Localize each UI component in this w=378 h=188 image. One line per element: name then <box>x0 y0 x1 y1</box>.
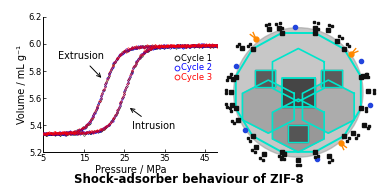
Y-axis label: Volume / mL g⁻¹: Volume / mL g⁻¹ <box>17 45 28 124</box>
Polygon shape <box>282 78 315 107</box>
Polygon shape <box>273 49 324 102</box>
Text: Extrusion: Extrusion <box>57 51 104 77</box>
Circle shape <box>234 28 363 157</box>
X-axis label: Pressure / MPa: Pressure / MPa <box>94 165 166 175</box>
Polygon shape <box>288 125 308 142</box>
Text: Shock-adsorber behaviour of ZIF-8: Shock-adsorber behaviour of ZIF-8 <box>74 173 304 186</box>
Legend: Cycle 1, Cycle 2, Cycle 3: Cycle 1, Cycle 2, Cycle 3 <box>174 53 213 83</box>
Polygon shape <box>242 80 294 133</box>
Polygon shape <box>255 70 275 87</box>
Text: Intrusion: Intrusion <box>131 108 176 131</box>
Polygon shape <box>273 99 324 152</box>
Polygon shape <box>302 80 354 133</box>
Polygon shape <box>321 70 341 87</box>
